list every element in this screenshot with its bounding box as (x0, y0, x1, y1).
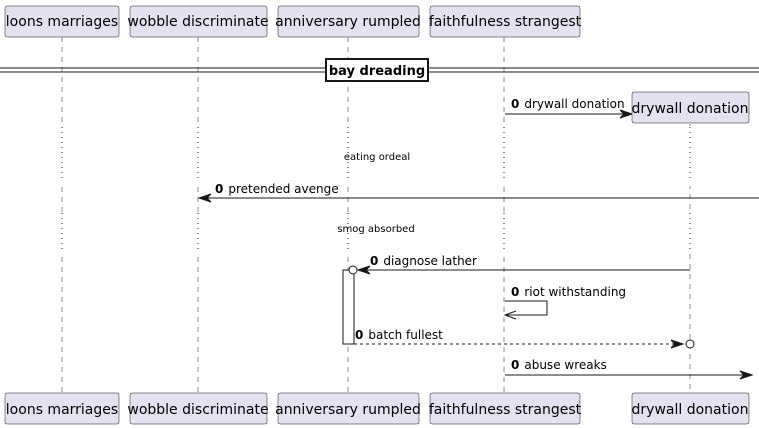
participant-label: loons marriages (6, 14, 118, 30)
participant-label: drywall donation (632, 101, 749, 117)
delay-gap-1 (0, 126, 759, 186)
participant-label: anniversary rumpled (275, 14, 421, 30)
divider-bay-dreading: bay dreading (0, 58, 759, 82)
message-text: 0 abuse wreaks (511, 358, 607, 372)
message-batch-fullest: 0 batch fullest (354, 328, 695, 349)
message-abuse-wreaks: 0 abuse wreaks (505, 358, 754, 380)
participant-label: loons marriages (6, 402, 118, 418)
delay-label: smog absorbed (337, 224, 414, 235)
participant-label: faithfulness strangest (429, 402, 582, 418)
participant-anniversary-rumpled-bottom[interactable]: anniversary rumpled (275, 392, 421, 425)
message-riot-withstanding: 0 riot withstanding (503, 285, 626, 320)
participant-drywall-donation-bottom[interactable]: drywall donation (632, 392, 750, 425)
participant-label: drywall donation (632, 402, 749, 418)
participant-label: faithfulness strangest (429, 14, 582, 30)
participant-wobble-discriminate-top[interactable]: wobble discriminate (127, 5, 269, 38)
participant-label: anniversary rumpled (275, 402, 421, 418)
participant-faithfulness-strangest-top[interactable]: faithfulness strangest (429, 5, 582, 38)
delay-label: eating ordeal (344, 152, 410, 163)
message-text: 0 diagnose lather (370, 254, 477, 268)
delay-dots (61, 127, 691, 250)
participant-label: wobble discriminate (127, 402, 268, 418)
participant-drywall-donation-created[interactable]: drywall donation (632, 91, 750, 124)
delay-gap-2 (0, 212, 759, 252)
message-text: 0 pretended avenge (215, 182, 339, 196)
message-drywall-donation: 0 drywall donation (505, 97, 634, 119)
participant-wobble-discriminate-bottom[interactable]: wobble discriminate (127, 392, 269, 425)
participant-faithfulness-strangest-bottom[interactable]: faithfulness strangest (429, 392, 582, 425)
participant-label: wobble discriminate (127, 14, 268, 30)
participant-loons-marriages-top[interactable]: loons marriages (4, 5, 120, 38)
participant-anniversary-rumpled-top[interactable]: anniversary rumpled (275, 5, 421, 38)
message-text: 0 batch fullest (355, 328, 443, 342)
divider-label: bay dreading (329, 64, 425, 79)
message-text: 0 riot withstanding (511, 285, 626, 299)
activation-bar (342, 269, 355, 345)
message-text: 0 drywall donation (511, 97, 625, 111)
message-pretended-avenge: 0 pretended avenge (197, 182, 759, 203)
participant-loons-marriages-bottom[interactable]: loons marriages (4, 392, 120, 425)
message-diagnose-lather: 0 diagnose lather (348, 254, 690, 275)
